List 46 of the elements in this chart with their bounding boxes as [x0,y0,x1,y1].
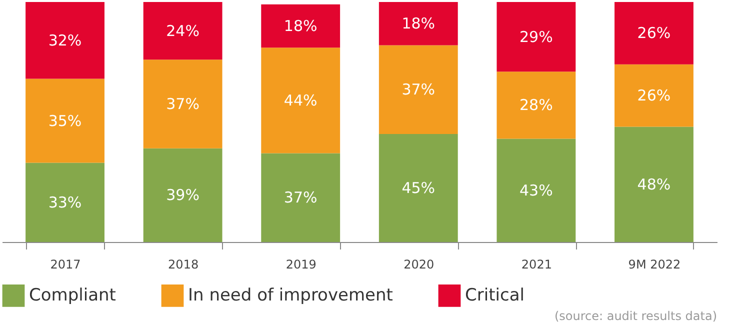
bar [378,2,458,46]
bar [378,134,458,242]
legend-label: In need of improvement [188,286,394,306]
x-tick-label: 2020 [404,258,434,272]
bar [496,2,576,72]
data-label: 28% [520,96,553,114]
bar [26,2,104,79]
data-label: 24% [166,22,200,40]
data-label: 18% [284,17,318,35]
x-tick-label: 2019 [286,258,316,272]
bar [614,64,694,127]
x-tick-label: 9M 2022 [628,258,681,272]
bar [614,2,694,64]
legend-label: Compliant [29,286,116,306]
bar [143,148,222,242]
bar [143,60,222,148]
x-tick-label: 2017 [50,258,81,272]
data-label: 48% [637,175,671,194]
data-label: 33% [48,193,82,212]
bar [261,4,340,48]
legend-label: Critical [465,286,524,306]
bar [378,45,458,134]
x-tick-label: 2018 [168,258,199,272]
data-label: 18% [402,14,436,33]
bar [496,72,576,139]
data-label: 29% [520,28,553,46]
text: (source: audit results data) [554,309,717,323]
x-tick-label: 2021 [521,258,552,272]
data-label: 39% [166,186,200,204]
data-label: 37% [402,80,436,99]
data-label: 37% [166,95,200,113]
bar [496,138,576,242]
data-label: 43% [520,181,553,200]
bar [261,153,340,242]
data-label: 45% [402,179,436,197]
data-label: 26% [637,86,671,105]
bar [26,162,104,242]
bar [143,2,222,60]
data-label: 37% [284,188,318,207]
data-label: 35% [48,112,82,130]
bar [26,78,104,163]
bar [261,48,340,154]
data-label: 26% [637,24,671,42]
data-label: 44% [284,91,318,110]
bar [614,126,694,242]
data-label: 32% [48,31,82,50]
